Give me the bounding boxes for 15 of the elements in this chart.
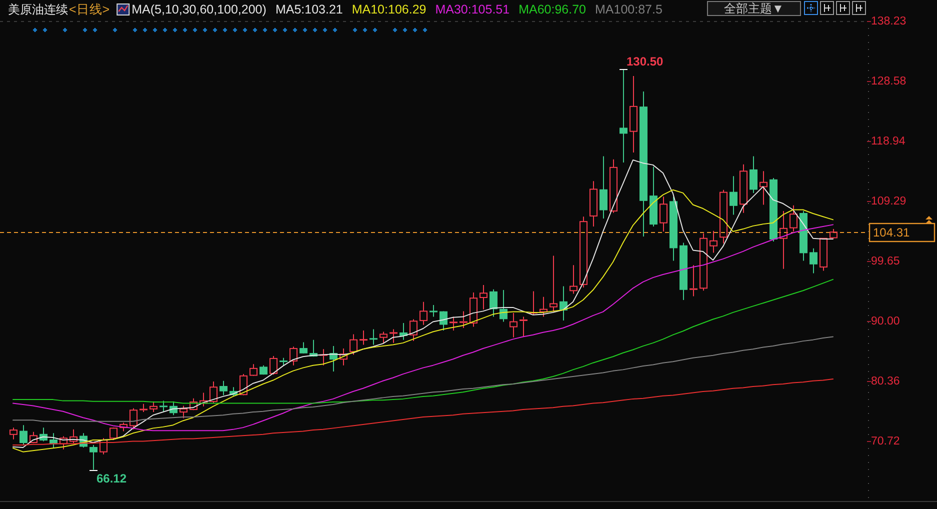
chart-title: 美原油连续 (8, 2, 68, 16)
y-tick-label: 70.72 (871, 436, 900, 448)
legend: MA(5,10,30,60,100,200) MA5:103.21 MA10:106.29 MA30:105.51 MA60:96.70 MA100:87.5 (132, 2, 662, 16)
y-tick-label: 99.65 (871, 256, 900, 268)
y-tick-label: 90.00 (871, 316, 900, 328)
y-tick-label: 138.23 (871, 16, 906, 28)
button: 全部主题▼ (707, 1, 801, 16)
y-tick-label: 80.36 (871, 376, 900, 388)
annotation: 66.12 (96, 472, 127, 486)
ref-line-label: 104.31 (873, 226, 910, 240)
y-tick-label: 109.29 (871, 196, 906, 208)
y-tick-label: 118.94 (871, 136, 906, 148)
annotation: 130.50 (626, 54, 664, 68)
chart-subtitle: <日线> (69, 2, 110, 16)
y-tick-label: 128.58 (871, 76, 906, 88)
